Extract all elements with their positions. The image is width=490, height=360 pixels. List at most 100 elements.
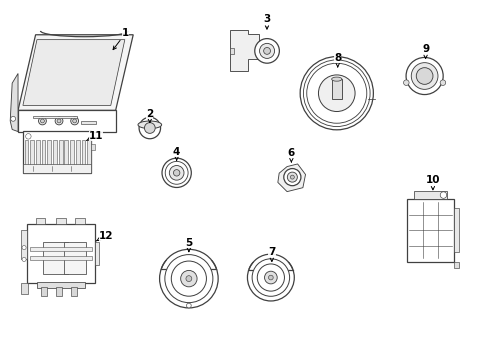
Bar <box>76 140 80 172</box>
Bar <box>414 191 447 199</box>
Circle shape <box>187 303 191 308</box>
Polygon shape <box>230 30 259 71</box>
Bar <box>43 242 69 274</box>
Bar <box>22 283 28 294</box>
Circle shape <box>284 168 301 186</box>
Bar <box>95 242 99 265</box>
Bar <box>71 287 77 296</box>
Circle shape <box>264 48 270 54</box>
Bar <box>56 287 62 296</box>
Bar <box>407 199 454 262</box>
Circle shape <box>411 63 438 89</box>
Bar <box>30 140 34 172</box>
Circle shape <box>71 117 78 125</box>
Bar <box>454 262 459 268</box>
Bar <box>230 48 234 54</box>
Circle shape <box>440 192 447 198</box>
Bar <box>37 282 85 288</box>
Circle shape <box>172 261 206 296</box>
Bar <box>87 140 91 172</box>
Bar <box>18 110 116 132</box>
Circle shape <box>416 68 433 84</box>
Bar <box>81 121 96 124</box>
Bar <box>36 140 40 172</box>
Circle shape <box>287 172 297 182</box>
Text: 9: 9 <box>422 45 429 59</box>
Circle shape <box>247 254 294 301</box>
Circle shape <box>406 58 443 95</box>
Bar <box>81 140 85 172</box>
Circle shape <box>73 119 76 123</box>
Bar <box>56 218 66 224</box>
Circle shape <box>173 170 180 176</box>
Bar <box>454 208 459 252</box>
Bar <box>65 140 68 172</box>
Bar <box>41 287 47 296</box>
Text: 2: 2 <box>146 109 153 122</box>
Bar <box>42 140 46 172</box>
Bar <box>75 218 85 224</box>
Circle shape <box>160 249 218 308</box>
Circle shape <box>252 259 290 296</box>
Bar <box>36 218 45 224</box>
Circle shape <box>22 246 26 249</box>
Bar <box>332 79 342 99</box>
Circle shape <box>25 134 31 139</box>
Circle shape <box>145 123 155 133</box>
Polygon shape <box>278 164 306 192</box>
Bar <box>23 165 91 173</box>
Circle shape <box>269 275 273 280</box>
Circle shape <box>404 80 409 85</box>
Bar <box>30 256 92 260</box>
Ellipse shape <box>332 77 342 81</box>
Text: 5: 5 <box>185 238 193 252</box>
Bar <box>30 247 92 251</box>
Circle shape <box>186 276 192 282</box>
Polygon shape <box>10 73 18 132</box>
Circle shape <box>440 80 446 85</box>
Polygon shape <box>18 35 133 110</box>
Text: 3: 3 <box>263 14 270 29</box>
Circle shape <box>318 75 355 112</box>
Text: 6: 6 <box>288 148 295 162</box>
Circle shape <box>181 270 197 287</box>
Circle shape <box>165 255 213 303</box>
Bar <box>22 230 27 260</box>
Bar <box>33 116 76 118</box>
Bar <box>70 140 74 172</box>
Circle shape <box>291 175 294 179</box>
Circle shape <box>39 117 47 125</box>
Circle shape <box>265 271 277 284</box>
Text: 7: 7 <box>268 247 275 261</box>
Bar <box>48 140 51 172</box>
Text: 1: 1 <box>113 28 129 50</box>
Text: 12: 12 <box>96 231 113 241</box>
Bar <box>247 251 294 262</box>
Circle shape <box>55 117 63 125</box>
Ellipse shape <box>138 121 162 129</box>
Bar <box>91 144 96 150</box>
Circle shape <box>307 63 367 123</box>
Bar <box>27 224 95 283</box>
Circle shape <box>139 117 161 139</box>
Text: 11: 11 <box>86 131 103 140</box>
Bar <box>160 245 218 260</box>
Text: 10: 10 <box>426 175 440 190</box>
Text: 4: 4 <box>173 147 180 160</box>
Circle shape <box>300 57 373 130</box>
Circle shape <box>22 257 26 261</box>
Circle shape <box>170 166 184 180</box>
Circle shape <box>162 158 191 188</box>
Circle shape <box>260 44 274 58</box>
Bar <box>53 140 57 172</box>
Bar <box>24 140 28 172</box>
Bar <box>59 140 63 172</box>
Bar <box>23 131 91 173</box>
Polygon shape <box>23 40 125 105</box>
Circle shape <box>255 39 279 63</box>
Circle shape <box>41 119 45 123</box>
Bar <box>64 242 86 274</box>
Text: 8: 8 <box>334 53 342 67</box>
Circle shape <box>257 264 285 291</box>
Circle shape <box>165 161 188 184</box>
